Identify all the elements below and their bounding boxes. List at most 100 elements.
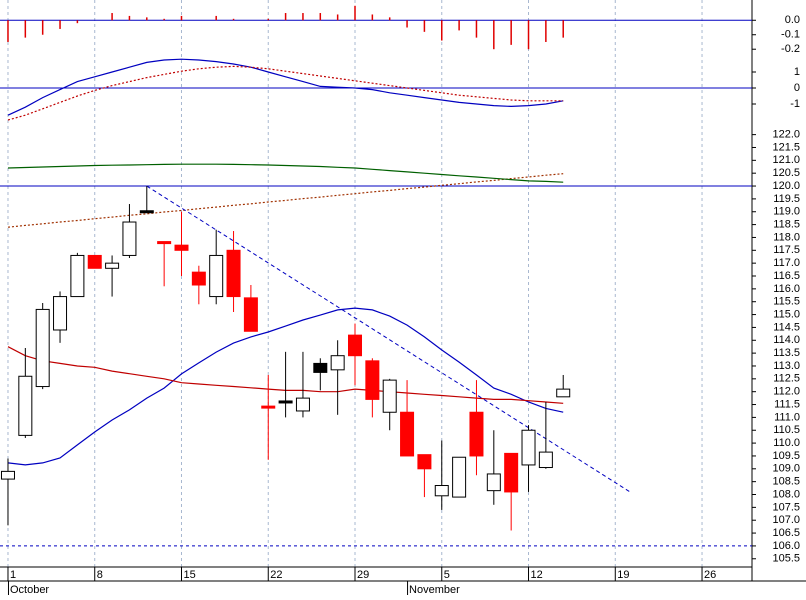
y-tick-label: 109.0 — [772, 463, 800, 475]
y-tick-label: 114.5 — [773, 321, 800, 333]
indicator-line — [7, 173, 564, 228]
candle-body — [521, 429, 536, 466]
y-tick-label: 117.0 — [773, 257, 800, 269]
y-tick-label: 112.0 — [773, 386, 800, 398]
y-tick-label: 116.5 — [773, 270, 800, 282]
candle-body — [313, 362, 328, 373]
y-tick-label: 117.5 — [773, 244, 800, 256]
candle-body — [261, 405, 276, 409]
x-tick-label: 5 — [444, 569, 450, 581]
y-tick-label: 121.5 — [772, 141, 800, 153]
candle-body — [382, 379, 397, 413]
y-tick-label: 107.0 — [772, 514, 800, 526]
y-tick-label: 110.0 — [773, 437, 800, 449]
y-tick-label: 1 — [794, 66, 800, 78]
y-tick-label: 0.0 — [785, 14, 800, 26]
x-tick-label: 22 — [270, 569, 282, 581]
histogram-bar — [215, 15, 217, 21]
candle-body — [295, 397, 310, 412]
candle-body — [400, 411, 415, 457]
histogram-bar — [545, 20, 547, 42]
x-tick-label: 15 — [183, 569, 195, 581]
y-tick-label: 108.0 — [772, 488, 800, 500]
candle-body — [243, 297, 258, 332]
histogram-bar — [180, 15, 183, 21]
histogram-bar — [406, 20, 408, 28]
month-label: November — [409, 584, 460, 595]
y-tick-label: 122.0 — [772, 129, 800, 141]
histogram-bar — [458, 20, 460, 31]
candle-body — [469, 411, 484, 457]
histogram-bar — [284, 13, 287, 21]
histogram-bar — [41, 20, 44, 35]
candle-body — [53, 296, 68, 331]
y-tick-label: 106.5 — [772, 527, 800, 539]
y-tick-label: 112.5 — [773, 373, 800, 385]
histogram-bar — [510, 20, 512, 45]
y-tick-label: -0.1 — [781, 29, 800, 41]
y-tick-label: 113.5 — [773, 347, 800, 359]
candle-body — [556, 388, 571, 398]
y-tick-label: 113.0 — [773, 360, 800, 372]
y-tick-label: 121.0 — [772, 154, 800, 166]
histogram-bar — [59, 20, 61, 29]
x-tick-label: 19 — [617, 569, 629, 581]
candle-body — [226, 249, 241, 298]
y-tick-label: 118.0 — [773, 231, 800, 243]
y-tick-label: 110.5 — [773, 424, 800, 436]
candle-body — [486, 473, 501, 492]
y-tick-label: 118.5 — [773, 219, 800, 231]
histogram-bar — [319, 13, 322, 21]
histogram-bar — [232, 18, 235, 21]
histogram-bar — [76, 20, 79, 24]
candle-body — [538, 451, 553, 469]
histogram-bar — [128, 15, 131, 21]
y-tick-label: 106.0 — [772, 540, 800, 552]
candle-body — [122, 221, 137, 256]
histogram-bar — [24, 20, 27, 38]
candle-body — [87, 254, 102, 269]
indicator-line — [7, 58, 564, 116]
indicator-line — [7, 163, 564, 183]
y-tick-label: 116.0 — [773, 283, 800, 295]
y-tick-label: 109.5 — [772, 450, 800, 462]
x-tick-label: 1 — [10, 569, 16, 581]
y-tick-label: 114.0 — [773, 334, 800, 346]
histogram-bar — [146, 17, 148, 21]
histogram-bar — [423, 20, 426, 32]
y-tick-label: 120.0 — [772, 180, 800, 192]
histogram-bar — [441, 20, 443, 41]
y-tick-label: 119.5 — [773, 193, 800, 205]
candle-body — [348, 334, 363, 357]
histogram-bar — [336, 14, 339, 21]
y-tick-label: 120.5 — [772, 167, 800, 179]
candle-body — [18, 375, 33, 436]
x-tick-label: 26 — [704, 569, 716, 581]
histogram-bar — [7, 20, 9, 42]
candle-body — [434, 485, 449, 497]
y-tick-label: 107.5 — [772, 501, 800, 513]
candle-body — [157, 241, 172, 245]
y-tick-label: -1 — [790, 98, 800, 110]
y-tick-label: 111.5 — [774, 398, 800, 410]
month-label: October — [10, 584, 49, 595]
y-tick-label: 119.0 — [773, 206, 800, 218]
y-tick-label: 105.5 — [772, 553, 800, 565]
y-tick-label: -0.2 — [781, 43, 800, 55]
y-tick-label: 0 — [794, 82, 800, 94]
histogram-bar — [111, 13, 113, 21]
candle-body — [191, 271, 206, 286]
x-tick-label: 12 — [531, 569, 543, 581]
histogram-bar — [163, 18, 165, 21]
histogram-bar — [302, 13, 304, 21]
histogram-bar — [527, 20, 530, 50]
candle-body — [174, 244, 189, 251]
y-tick-label: 115.5 — [773, 296, 800, 308]
histogram-bar — [267, 18, 269, 21]
histogram-bar — [493, 20, 495, 50]
candle-body — [365, 360, 380, 400]
candle-body — [35, 308, 50, 388]
y-tick-label: 108.5 — [772, 476, 800, 488]
indicator-line — [7, 307, 564, 466]
